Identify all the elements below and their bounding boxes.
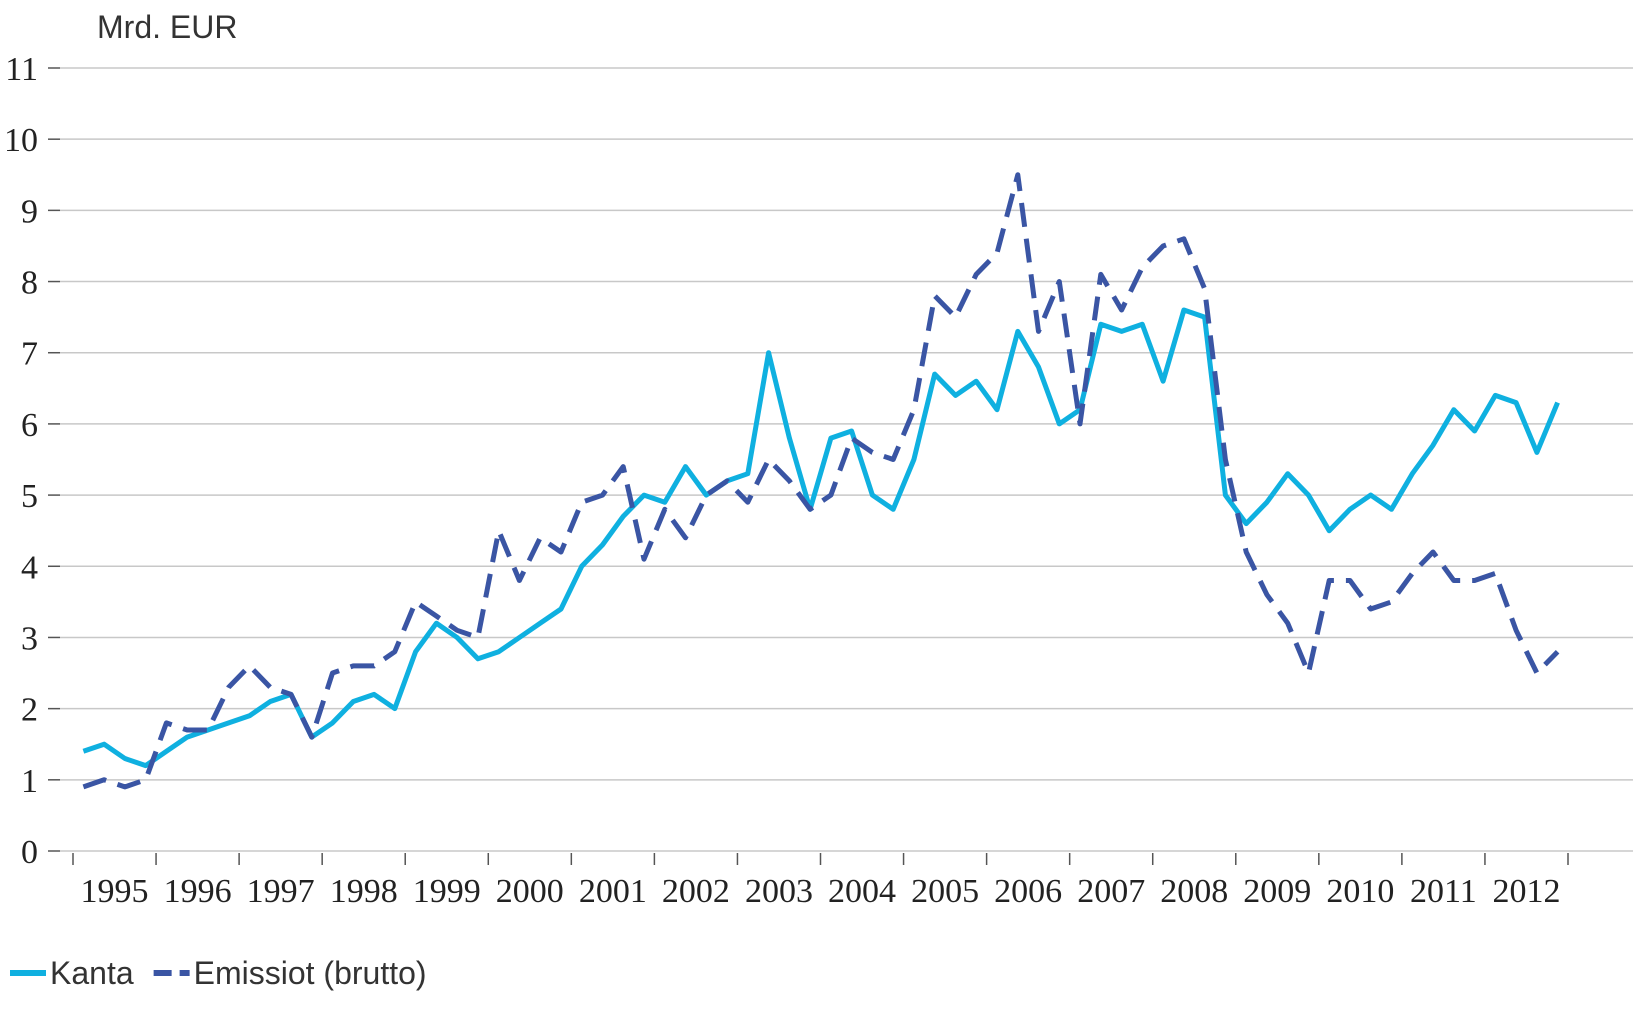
y-tick-label: 3 (21, 620, 38, 657)
x-tick-label: 2005 (911, 873, 979, 910)
x-tick-label: 1996 (164, 873, 232, 910)
line-series (82, 307, 1560, 769)
x-tick-label: 1999 (413, 873, 481, 910)
x-tick-label: 1998 (330, 873, 398, 910)
y-tick-label: 9 (21, 193, 38, 230)
y-tick-label: 4 (21, 549, 38, 586)
x-tick-label: 2001 (579, 873, 647, 910)
y-tick-label: 5 (21, 478, 38, 515)
y-tick-label: 11 (5, 51, 38, 88)
x-tick-label: 2003 (745, 873, 813, 910)
y-tick-label: 6 (21, 407, 38, 444)
legend-label: Emissiot (brutto) (194, 955, 427, 991)
y-tick-label: 2 (21, 692, 38, 729)
x-tick-label: 2012 (1492, 873, 1560, 910)
x-tick-label: 2011 (1410, 873, 1477, 910)
x-tick-label: 2009 (1243, 873, 1311, 910)
legend-label: Kanta (50, 955, 134, 991)
x-tick-label: 2000 (496, 873, 564, 910)
x-tick-label: 2006 (994, 873, 1062, 910)
y-tick-label: 8 (21, 265, 38, 302)
x-tick-label: 2004 (828, 873, 896, 910)
x-tick-label: 2007 (1077, 873, 1145, 910)
unit-label: Mrd. EUR (97, 9, 237, 45)
y-tick-label: 10 (4, 122, 38, 159)
x-tick-label: 2002 (662, 873, 730, 910)
x-tick-label: 2008 (1160, 873, 1228, 910)
y-tick-label: 0 (21, 834, 38, 871)
x-tick-label: 1997 (247, 873, 315, 910)
x-tick-label: 1995 (81, 873, 149, 910)
y-tick-label: 7 (21, 336, 38, 373)
x-tick-label: 2010 (1326, 873, 1394, 910)
y-tick-label: 1 (21, 763, 38, 800)
line-series (82, 172, 1560, 790)
